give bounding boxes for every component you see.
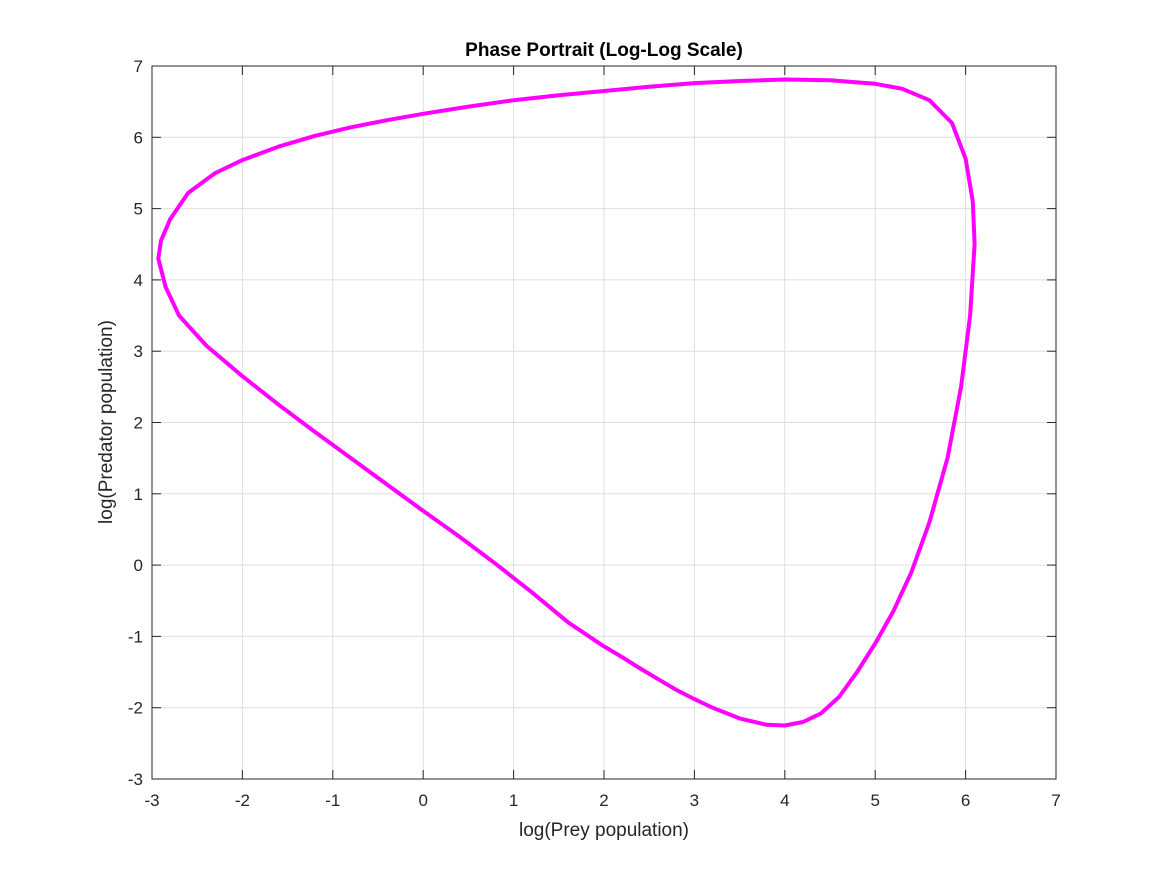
y-tick-label: -2: [128, 699, 143, 718]
x-tick-label: -1: [325, 791, 340, 810]
y-tick-label: 2: [134, 414, 143, 433]
axis-ticks: -3 -2 -1 0 1 2 3 4 5 6 7 -3 -2 -1 0 1 2 3 4 5 6 7: [128, 57, 1061, 810]
x-tick-label: 6: [961, 791, 970, 810]
y-tick-label: 5: [134, 200, 143, 219]
x-tick-label: 0: [418, 791, 427, 810]
y-tick-label: -1: [128, 627, 143, 646]
x-tick-label: -3: [144, 791, 159, 810]
trajectory-line: [156, 77, 977, 728]
x-tick-label: -2: [235, 791, 250, 810]
chart-title: Phase Portrait (Log-Log Scale): [465, 40, 743, 61]
x-tick-label: 1: [509, 791, 518, 810]
x-tick-label: 2: [599, 791, 608, 810]
y-tick-label: 7: [134, 57, 143, 76]
y-tick-label: 6: [134, 128, 143, 147]
x-tick-label: 5: [870, 791, 879, 810]
x-axis-label: log(Prey population): [519, 820, 689, 841]
x-tick-label: 4: [780, 791, 789, 810]
x-tick-label: 7: [1051, 791, 1060, 810]
y-tick-label: 0: [134, 556, 143, 575]
y-axis-label: log(Predator population): [96, 320, 117, 524]
x-tick-label: 3: [690, 791, 699, 810]
y-tick-label: -3: [128, 770, 143, 789]
y-tick-label: 1: [134, 485, 143, 504]
y-tick-label: 4: [134, 271, 143, 290]
y-tick-label: 3: [134, 342, 143, 361]
